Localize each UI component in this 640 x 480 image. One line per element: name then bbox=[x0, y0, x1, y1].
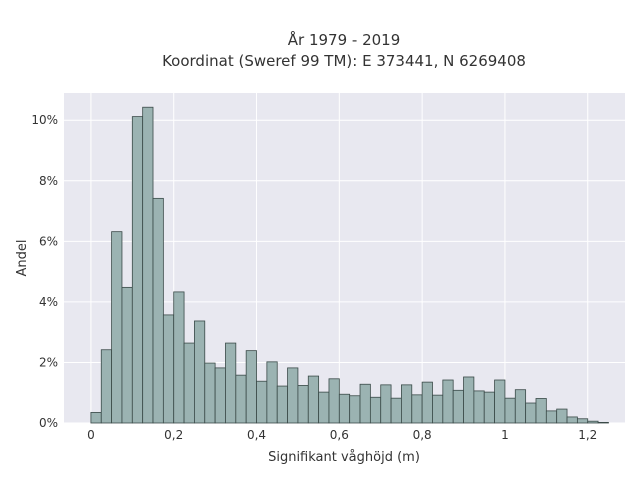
histogram-bar bbox=[100, 349, 113, 424]
histogram-bar bbox=[442, 379, 454, 424]
histogram-bar bbox=[349, 395, 361, 424]
x-axis-label: Signifikant våghöjd (m) bbox=[268, 450, 420, 465]
histogram-bar bbox=[514, 389, 527, 424]
histogram-bar bbox=[380, 384, 392, 424]
y-tick-label: 8% bbox=[39, 174, 58, 188]
histogram-bar bbox=[494, 379, 506, 424]
x-tick-label: 1,2 bbox=[578, 428, 597, 442]
histogram-bar bbox=[152, 197, 164, 424]
histogram-bar bbox=[576, 418, 589, 424]
histogram-bar bbox=[452, 389, 464, 424]
histogram-bar bbox=[545, 410, 558, 424]
x-tick-label: 0,8 bbox=[413, 428, 432, 442]
histogram-bar bbox=[183, 342, 195, 424]
histogram-bar bbox=[194, 320, 206, 424]
histogram-bar bbox=[90, 412, 102, 424]
y-tick-label: 4% bbox=[39, 295, 58, 309]
y-tick-labels: 0% 2% 4% 6% 8% 10% bbox=[31, 113, 58, 430]
histogram-bar bbox=[328, 378, 340, 424]
x-tick-labels: 0 0,2 0,4 0,6 0,8 1 1,2 bbox=[87, 428, 597, 442]
histogram-bar bbox=[369, 396, 382, 424]
histogram-bar bbox=[162, 314, 175, 424]
histogram-bar bbox=[597, 421, 609, 424]
histogram-bar bbox=[535, 398, 547, 424]
histogram-bar bbox=[421, 381, 433, 424]
histogram-bar bbox=[556, 408, 568, 424]
histogram-bar bbox=[338, 393, 351, 424]
histogram-bar bbox=[142, 106, 154, 424]
histogram-bar bbox=[504, 397, 516, 424]
x-tick-label: 0,4 bbox=[247, 428, 266, 442]
histogram-bar bbox=[297, 385, 309, 424]
histogram-bar bbox=[173, 291, 185, 424]
histogram-bar bbox=[276, 385, 288, 424]
histogram-bar bbox=[587, 420, 599, 424]
x-tick-label: 0,6 bbox=[330, 428, 349, 442]
histogram-bar bbox=[401, 384, 413, 424]
y-tick-label: 6% bbox=[39, 234, 58, 248]
histogram-bar bbox=[287, 367, 299, 424]
histogram-bar bbox=[204, 362, 216, 424]
histogram-bar bbox=[359, 383, 371, 424]
histogram-bar bbox=[318, 391, 330, 424]
histogram-bar bbox=[111, 231, 123, 424]
y-tick-label: 2% bbox=[39, 355, 58, 369]
histogram-bar bbox=[131, 116, 144, 424]
y-axis-label: Andel bbox=[15, 240, 30, 277]
histogram-bar bbox=[214, 367, 226, 424]
x-tick-label: 0,2 bbox=[164, 428, 183, 442]
histogram-bars bbox=[90, 106, 609, 424]
histogram-bar bbox=[525, 402, 537, 424]
histogram-bar bbox=[121, 286, 133, 424]
x-gridlines bbox=[90, 93, 589, 423]
histogram-bar bbox=[473, 390, 485, 424]
histogram-bar bbox=[266, 361, 278, 424]
histogram-bar bbox=[235, 374, 247, 424]
chart-title-line1: År 1979 - 2019 bbox=[288, 30, 401, 49]
histogram-bar bbox=[307, 375, 320, 424]
histogram-bar bbox=[411, 394, 423, 424]
y-tick-label: 10% bbox=[31, 113, 58, 127]
histogram-bar bbox=[256, 380, 268, 424]
histogram-bar bbox=[463, 376, 475, 424]
histogram-bar bbox=[566, 416, 578, 424]
histogram-bar bbox=[483, 391, 495, 424]
chart-title-line2: Koordinat (Sweref 99 TM): E 373441, N 62… bbox=[162, 52, 526, 70]
histogram-bar bbox=[432, 394, 444, 424]
y-tick-label: 0% bbox=[39, 416, 58, 430]
x-tick-label: 0 bbox=[87, 428, 95, 442]
histogram-bar bbox=[245, 350, 257, 424]
histogram-bar bbox=[225, 342, 237, 424]
histogram-bar bbox=[390, 397, 402, 424]
x-tick-label: 1 bbox=[501, 428, 509, 442]
